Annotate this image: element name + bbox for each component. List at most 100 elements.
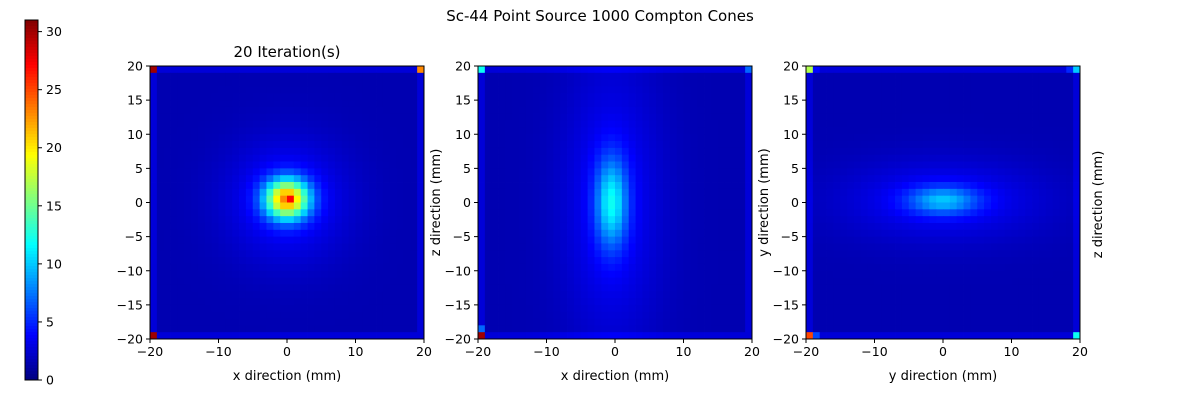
heatmap-cell — [417, 195, 425, 203]
heatmap-cell — [478, 66, 486, 74]
heatmap-cell — [615, 93, 623, 101]
heatmap-cell — [819, 277, 827, 285]
heatmap-cell — [539, 66, 547, 74]
heatmap-cell — [525, 182, 534, 190]
heatmap-cell — [963, 270, 971, 278]
heatmap-cell — [156, 277, 165, 285]
heatmap-cell — [1045, 79, 1053, 87]
heatmap-cell — [573, 127, 582, 135]
heatmap-cell — [1018, 318, 1026, 326]
heatmap-cell — [280, 304, 288, 313]
heatmap-cell — [307, 72, 315, 81]
heatmap-cell — [697, 106, 705, 115]
heatmap-cell — [656, 263, 664, 272]
heatmap-cell — [1045, 257, 1053, 265]
heatmap-cell — [847, 86, 855, 94]
heatmap-cell — [362, 147, 370, 156]
heatmap-cell — [662, 270, 671, 278]
heatmap-cell — [908, 86, 916, 94]
heatmap-cell — [601, 236, 609, 244]
heatmap-cell — [819, 154, 827, 162]
heatmap-cell — [491, 93, 499, 101]
colorbar-segment — [25, 326, 38, 330]
heatmap-cell — [532, 93, 541, 101]
heatmap-cell — [621, 72, 630, 81]
x-tick-label: 0 — [283, 344, 291, 359]
heatmap-cell — [806, 93, 814, 101]
heatmap-cell — [382, 106, 391, 115]
heatmap-cell — [328, 243, 336, 251]
heatmap-cell — [191, 195, 199, 203]
heatmap-cell — [717, 284, 725, 292]
heatmap-cell — [553, 318, 561, 326]
heatmap-cell — [977, 175, 985, 183]
heatmap-cell — [704, 127, 712, 135]
heatmap-cell — [560, 332, 568, 340]
heatmap-cell — [922, 66, 930, 74]
heatmap-cell — [915, 175, 923, 183]
heatmap-cell — [204, 298, 213, 306]
heatmap-cell — [628, 263, 636, 272]
heatmap-cell — [853, 229, 862, 238]
heatmap-cell — [615, 168, 623, 176]
heatmap-cell — [170, 79, 178, 87]
heatmap-cell — [355, 127, 363, 135]
heatmap-cell — [601, 277, 609, 285]
heatmap-cell — [943, 209, 951, 217]
heatmap-cell — [300, 222, 308, 231]
heatmap-cell — [922, 93, 930, 101]
heatmap-cell — [560, 216, 568, 224]
heatmap-cell — [1045, 134, 1053, 142]
heatmap-cell — [403, 79, 411, 87]
heatmap-cell — [580, 161, 588, 169]
heatmap-cell — [252, 120, 260, 128]
heatmap-cell — [724, 250, 732, 258]
heatmap-cell — [382, 250, 391, 258]
heatmap-cell — [738, 127, 746, 135]
heatmap-cell — [915, 311, 923, 319]
heatmap-cell — [376, 304, 384, 313]
heatmap-cell — [1059, 270, 1067, 278]
heatmap-cell — [417, 284, 425, 292]
heatmap-cell — [369, 106, 377, 115]
heatmap-cell — [949, 195, 958, 203]
heatmap-cell — [204, 304, 213, 313]
heatmap-cell — [273, 202, 281, 210]
y-tick-label: −10 — [445, 263, 471, 278]
heatmap-cell — [307, 175, 315, 183]
heatmap-cell — [649, 236, 657, 244]
heatmap-cell — [649, 284, 657, 292]
heatmap-cell — [1011, 216, 1019, 224]
heatmap-cell — [847, 243, 855, 251]
heatmap-cell — [642, 161, 650, 169]
heatmap-cell — [389, 291, 397, 299]
heatmap-cell — [280, 175, 288, 183]
heatmap-cell — [232, 298, 240, 306]
heatmap-cell — [833, 154, 841, 162]
heatmap-cell — [519, 182, 527, 190]
heatmap-cell — [710, 93, 719, 101]
heatmap-cell — [484, 304, 493, 313]
heatmap-cell — [649, 141, 657, 149]
heatmap-cell — [580, 154, 588, 162]
heatmap-cell — [970, 236, 978, 244]
heatmap-cell — [710, 100, 719, 108]
heatmap-cell — [266, 168, 274, 176]
heatmap-cell — [525, 175, 534, 183]
heatmap-cell — [396, 284, 404, 292]
heatmap-cell — [1059, 304, 1067, 313]
heatmap-cell — [697, 216, 705, 224]
heatmap-cell — [396, 277, 404, 285]
heatmap-cell — [150, 195, 158, 203]
heatmap-cell — [922, 100, 930, 108]
heatmap-cell — [512, 202, 520, 210]
heatmap-cell — [690, 182, 698, 190]
heatmap-cell — [369, 127, 377, 135]
heatmap-cell — [970, 100, 978, 108]
heatmap-cell — [895, 154, 903, 162]
heatmap-cell — [915, 229, 923, 238]
heatmap-cell — [1004, 134, 1012, 142]
heatmap-cell — [1059, 79, 1067, 87]
heatmap-cell — [908, 277, 916, 285]
heatmap-cell — [321, 154, 329, 162]
